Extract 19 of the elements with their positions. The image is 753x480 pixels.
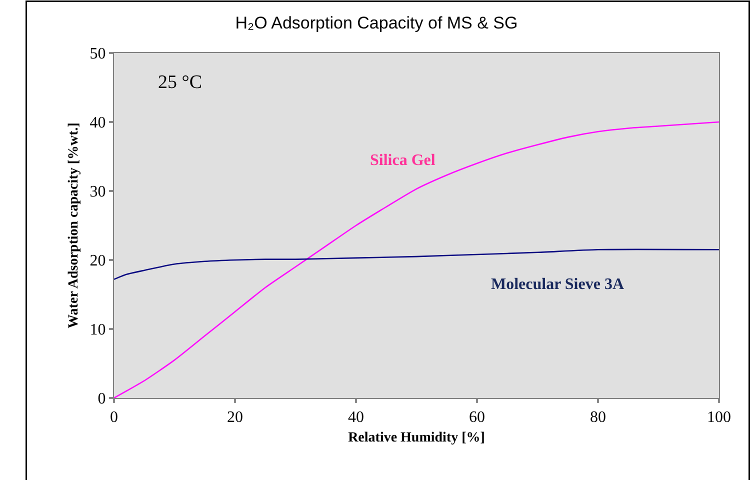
y-tick-label: 40 <box>90 114 106 132</box>
x-tick-label: 100 <box>707 409 731 426</box>
line-series <box>114 121 719 398</box>
y-tick-label: 0 <box>98 390 106 408</box>
series-label: Silica Gel <box>370 152 436 169</box>
annotation: 25 °C <box>158 72 202 93</box>
x-tick-label: 40 <box>348 409 364 426</box>
x-tick-label: 0 <box>110 409 118 426</box>
chart-title: H₂O Adsorption Capacity of MS & SG <box>235 14 518 33</box>
x-tick-label: 60 <box>469 409 485 426</box>
y-tick-label: 30 <box>90 184 106 201</box>
series-label: Molecular Sieve 3A <box>491 276 624 293</box>
y-tick-label: 50 <box>90 46 106 63</box>
x-axis-title: Relative Humidity [%] <box>348 430 485 446</box>
x-tick-label: 80 <box>590 409 606 426</box>
y-tick-label: 10 <box>90 322 106 339</box>
y-tick-label: 20 <box>90 252 106 270</box>
x-tick-label: 20 <box>227 409 243 426</box>
y-axis-title: Water Adsorption capacity [%wt.] <box>66 122 82 328</box>
